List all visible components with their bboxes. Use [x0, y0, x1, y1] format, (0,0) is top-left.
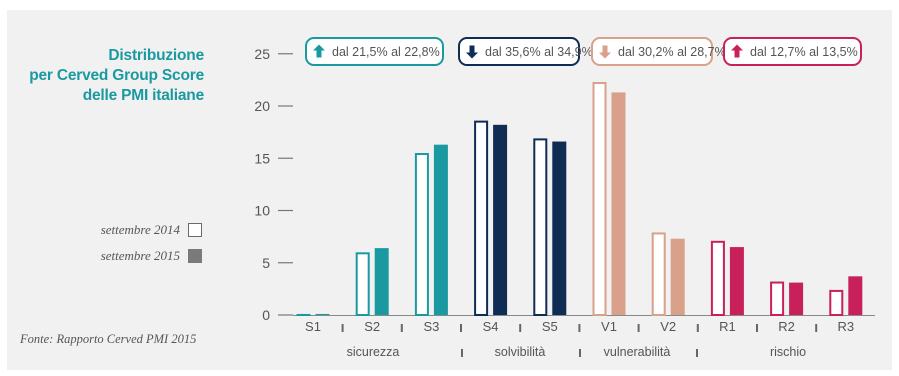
arrow-up-icon	[313, 44, 325, 58]
bar-2015-r1	[729, 247, 744, 315]
category-separator	[696, 324, 699, 332]
arrow-down-icon	[599, 45, 611, 59]
y-tick-label: 0	[262, 307, 270, 323]
category-separator	[637, 324, 640, 332]
badge-label-0: dal 21,5% al 22,8%	[332, 45, 440, 59]
x-tick-label-r1: R1	[719, 319, 736, 334]
x-tick-label-s4: S4	[483, 319, 499, 334]
bar-2014-s3	[414, 153, 429, 316]
badge-2	[591, 37, 713, 66]
bar-2014-s2	[355, 252, 370, 317]
bar-2014-r2	[770, 281, 785, 316]
y-tick-label: 25	[254, 46, 270, 62]
category-separator	[578, 324, 581, 332]
x-tick-label-s3: S3	[423, 319, 439, 334]
x-tick-label-s1: S1	[305, 319, 321, 334]
bar-2015-r2	[789, 282, 804, 315]
bar-2014-s5	[533, 138, 548, 316]
badge-label-3: dal 12,7% al 13,5%	[750, 45, 858, 59]
chart-title-line-3: delle PMI italiane	[82, 87, 205, 104]
badge-0	[305, 37, 444, 66]
x-tick-label-v1: V1	[601, 319, 617, 334]
x-tick-label-s2: S2	[364, 319, 380, 334]
category-separator	[756, 324, 758, 332]
bar-2014-v1	[592, 81, 607, 316]
chart-title-line-1: Distribuzione	[108, 47, 204, 64]
x-tick-label-r2: R2	[778, 319, 795, 334]
bar-2015-r3	[848, 276, 863, 315]
bar-2015-s4	[493, 124, 508, 315]
bar-2015-s1	[315, 313, 330, 315]
badge-label-2: dal 30,2% al 28,7%	[618, 45, 726, 59]
bar-2014-r3	[829, 289, 844, 317]
group-label-2: vulnerabilità	[604, 345, 671, 359]
category-separator	[341, 324, 344, 332]
arrow-up-icon	[731, 44, 743, 58]
legend-swatch-filled	[188, 249, 202, 263]
group-separator	[461, 349, 463, 357]
legend-swatch-outline	[188, 223, 202, 237]
group-label-0: sicurezza	[347, 345, 400, 359]
category-separator	[815, 324, 818, 332]
source-note: Fonte: Rapporto Cerved PMI 2015	[20, 332, 197, 346]
chart-title-line-2: per Cerved Group Score	[29, 67, 204, 84]
legend-item-2015: settembre 2015	[101, 248, 202, 264]
badge-label-1: dal 35,6% al 34,9%	[485, 45, 593, 59]
legend-item-2014: settembre 2014	[101, 222, 202, 238]
category-separator	[400, 324, 403, 332]
legend-label-2015: settembre 2015	[100, 248, 180, 263]
bar-2014-v2	[651, 232, 666, 317]
category-separator	[460, 324, 462, 332]
group-label-3: rischio	[770, 345, 806, 359]
badge-3	[723, 37, 862, 66]
group-separator	[579, 349, 581, 357]
y-tick-label: 5	[262, 255, 270, 271]
bar-2015-s5	[552, 141, 567, 315]
group-separator	[696, 349, 698, 357]
bar-2014-r1	[710, 240, 725, 316]
x-tick-label-r3: R3	[837, 319, 854, 334]
legend-label-2014: settembre 2014	[100, 222, 180, 237]
y-tick-label: 20	[254, 98, 270, 114]
bar-2015-v2	[670, 238, 685, 315]
y-tick-label: 15	[254, 150, 270, 166]
chart-panel	[7, 10, 892, 370]
chart-title: Distribuzione per Cerved Group Score del…	[10, 46, 204, 106]
bar-2015-s3	[433, 144, 448, 315]
badge-1	[458, 37, 580, 66]
x-tick-label-v2: V2	[660, 319, 676, 334]
group-label-1: solvibilità	[495, 345, 546, 359]
arrow-down-icon	[466, 45, 478, 59]
x-tick-label-s5: S5	[542, 319, 558, 334]
category-separator	[519, 324, 522, 332]
bar-2015-v1	[611, 92, 626, 315]
bar-2014-s4	[474, 120, 489, 316]
y-tick-label: 10	[254, 203, 270, 219]
bar-2015-s2	[374, 248, 389, 315]
